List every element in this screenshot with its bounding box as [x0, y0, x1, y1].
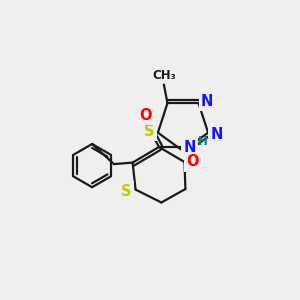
- Text: N: N: [201, 94, 213, 109]
- Text: N: N: [210, 127, 223, 142]
- Text: O: O: [139, 108, 152, 123]
- Text: S: S: [144, 124, 155, 139]
- Text: S: S: [121, 184, 132, 199]
- Text: CH₃: CH₃: [152, 69, 176, 82]
- Text: H: H: [198, 135, 207, 148]
- Text: N: N: [183, 140, 196, 154]
- Text: O: O: [187, 154, 199, 169]
